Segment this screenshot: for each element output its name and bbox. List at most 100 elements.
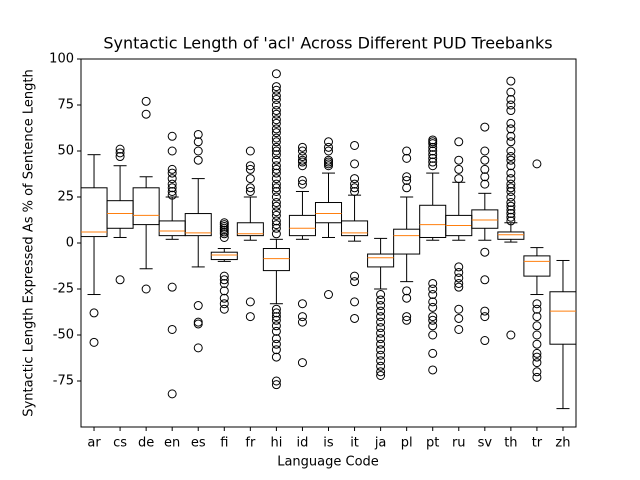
outlier — [245, 161, 255, 171]
x-tick-label: th — [504, 436, 517, 451]
outlier — [193, 146, 203, 156]
outlier — [376, 356, 386, 366]
outlier — [532, 330, 542, 340]
outlier — [428, 290, 438, 300]
outlier — [271, 315, 281, 325]
outlier — [297, 157, 307, 167]
outlier — [454, 273, 464, 283]
outlier — [271, 198, 281, 208]
outlier — [506, 124, 516, 134]
outlier — [271, 168, 281, 178]
outlier — [428, 284, 438, 294]
outlier — [167, 183, 177, 193]
outlier — [506, 212, 516, 222]
outlier — [376, 328, 386, 338]
y-axis-label: Syntactic Length Expressed As % of Sente… — [22, 69, 37, 416]
outlier — [271, 380, 281, 390]
outlier — [428, 146, 438, 156]
outlier — [324, 137, 333, 147]
outlier — [376, 367, 386, 377]
outlier — [480, 146, 490, 156]
outlier — [297, 175, 307, 185]
outlier — [376, 295, 386, 305]
outlier — [506, 198, 516, 208]
outlier — [219, 229, 229, 239]
outlier — [532, 348, 542, 358]
outlier — [402, 153, 412, 163]
x-tick-label: fr — [245, 436, 256, 451]
outlier — [506, 155, 516, 165]
y-tick-label: -50 — [53, 328, 74, 343]
x-tick-label: pt — [426, 436, 439, 451]
outlier — [219, 299, 229, 309]
outlier — [402, 146, 412, 156]
outlier — [271, 321, 281, 331]
x-tick-label: fi — [220, 436, 228, 451]
outlier — [324, 290, 333, 300]
outlier — [506, 192, 516, 202]
outlier — [271, 174, 281, 184]
box — [549, 291, 577, 345]
outlier — [193, 319, 203, 329]
outlier — [402, 183, 412, 193]
outlier — [271, 115, 281, 125]
outlier — [454, 174, 464, 184]
outlier — [245, 186, 255, 196]
outlier — [271, 216, 281, 226]
outlier — [297, 299, 307, 309]
outlier — [532, 304, 542, 314]
outlier — [532, 159, 542, 169]
x-tick-label: ja — [374, 436, 387, 451]
outlier — [506, 201, 516, 211]
outlier — [167, 186, 177, 196]
outlier — [506, 205, 516, 215]
outlier — [428, 312, 438, 322]
outlier — [350, 183, 360, 193]
outlier — [506, 152, 516, 162]
outlier — [506, 183, 516, 193]
outlier — [245, 164, 255, 174]
outlier — [402, 172, 412, 182]
outlier — [271, 161, 281, 171]
outlier — [428, 150, 438, 160]
outlier — [454, 324, 464, 334]
outlier — [193, 137, 203, 147]
outlier — [506, 179, 516, 189]
outlier — [271, 223, 281, 233]
outlier — [350, 297, 360, 307]
outlier — [115, 152, 125, 162]
outlier — [219, 304, 229, 314]
box — [132, 187, 160, 226]
outlier — [245, 183, 255, 193]
outlier — [376, 312, 386, 322]
x-tick-label: ru — [452, 436, 466, 451]
outlier — [271, 334, 281, 344]
outlier — [428, 297, 438, 307]
outlier — [376, 350, 386, 360]
outlier — [350, 174, 360, 184]
x-tick-label: tr — [532, 436, 543, 451]
outlier — [480, 312, 490, 322]
outlier — [271, 352, 281, 362]
outlier — [271, 85, 281, 95]
outlier — [297, 146, 307, 156]
outlier — [376, 339, 386, 349]
outlier — [271, 326, 281, 336]
outlier — [271, 183, 281, 193]
outlier — [193, 317, 203, 327]
x-axis-label: Language Code — [277, 455, 379, 470]
outlier — [271, 312, 281, 322]
y-tick-label: -75 — [53, 374, 74, 389]
outlier — [219, 271, 229, 281]
x-tick-label: pl — [401, 436, 413, 451]
outlier — [428, 142, 438, 152]
outlier — [167, 190, 177, 200]
outlier — [402, 312, 412, 322]
box — [341, 220, 369, 237]
box — [236, 222, 264, 237]
outlier — [376, 323, 386, 333]
outlier — [402, 315, 412, 325]
outlier — [219, 286, 229, 296]
outlier — [219, 275, 229, 285]
outlier — [271, 376, 281, 386]
